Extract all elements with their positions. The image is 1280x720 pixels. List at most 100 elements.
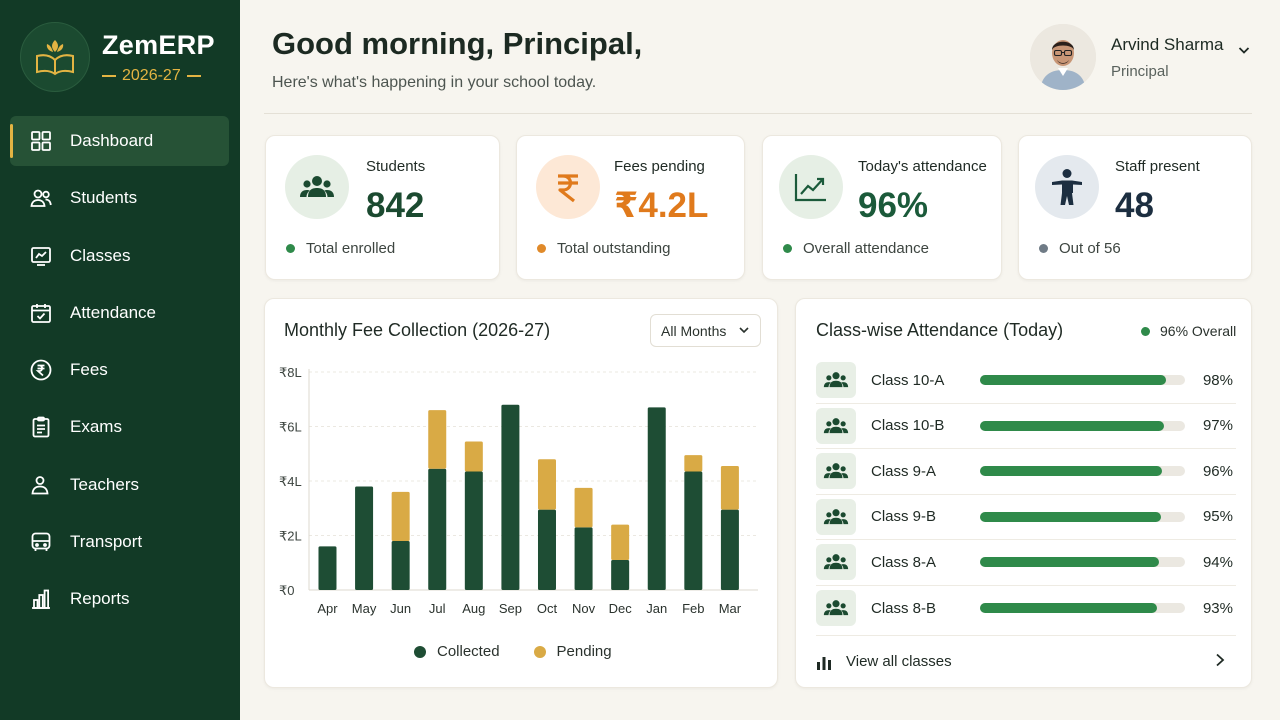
month-filter-select[interactable]: All Months — [650, 314, 761, 347]
y-tick-label: ₹2L — [279, 529, 302, 544]
attendance-percent: 98% — [1202, 371, 1233, 389]
bar-collected — [391, 540, 410, 590]
sidebar-item-label: Attendance — [70, 302, 157, 322]
x-tick-label: Jan — [646, 601, 667, 616]
bar-collected — [501, 404, 520, 590]
attendance-progress-fill — [980, 511, 1161, 522]
stat-note-text: Overall attendance — [803, 240, 929, 257]
attendance-row[interactable]: Class 8-A 94% — [816, 540, 1236, 586]
bar-collected — [464, 471, 483, 590]
class-group-icon — [816, 362, 856, 399]
user-profile-menu[interactable]: Arvind Sharma Principal — [1030, 24, 1251, 90]
sidebar-item-label: Classes — [70, 245, 131, 265]
brand: ZemERP 2026-27 — [20, 22, 215, 92]
bar-chart-icon — [816, 654, 832, 670]
bar-pending — [611, 524, 630, 561]
bar-collected — [318, 546, 337, 590]
sidebar-item-dashboard[interactable]: Dashboard — [10, 116, 229, 166]
chart-legend: Collected Pending — [414, 643, 612, 660]
overall-attendance-text: 96% Overall — [1160, 323, 1237, 339]
class-group-icon — [816, 544, 856, 581]
x-tick-label: Oct — [537, 601, 558, 616]
sidebar-item-reports[interactable]: Reports — [10, 574, 229, 624]
sidebar-item-students[interactable]: Students — [10, 173, 229, 223]
attendance-row[interactable]: Class 9-B 95% — [816, 495, 1236, 540]
sidebar-item-label: Reports — [70, 589, 130, 609]
x-tick-label: Dec — [609, 601, 633, 616]
month-filter-value: All Months — [661, 322, 727, 339]
x-tick-label: Nov — [572, 601, 596, 616]
classes-icon — [28, 243, 54, 269]
x-tick-label: Feb — [682, 601, 704, 616]
bar-pending — [684, 455, 703, 472]
profile-role: Principal — [1111, 62, 1169, 80]
attendance-row[interactable]: Class 9-A 96% — [816, 449, 1236, 495]
x-tick-label: Jul — [429, 601, 446, 616]
legend-label: Pending — [556, 643, 612, 660]
teachers-icon — [28, 472, 54, 498]
sidebar-item-label: Exams — [70, 417, 122, 437]
school-logo — [20, 22, 90, 92]
stat-value: 96% — [858, 186, 929, 225]
bar-collected — [647, 407, 666, 590]
bar-collected — [611, 560, 630, 590]
attendance-progress-bar — [980, 375, 1185, 386]
sidebar-item-label: Fees — [70, 360, 108, 380]
stat-note-text: Out of 56 — [1059, 240, 1121, 257]
fee-collection-panel: Monthly Fee Collection (2026-27) All Mon… — [264, 298, 778, 688]
academic-year: 2026-27 — [102, 67, 215, 85]
bar-pending — [464, 441, 483, 472]
sidebar-item-teachers[interactable]: Teachers — [10, 460, 229, 510]
view-all-classes-link[interactable]: View all classes — [816, 635, 1236, 687]
bar-collected — [574, 527, 593, 590]
y-tick-label: ₹8L — [279, 365, 302, 380]
sidebar-item-classes[interactable]: Classes — [10, 231, 229, 281]
sidebar-item-transport[interactable]: Transport — [10, 517, 229, 567]
class-attendance-panel: Class-wise Attendance (Today) 96% Overal… — [795, 298, 1252, 688]
sidebar-item-label: Students — [70, 188, 138, 208]
sidebar-item-exams[interactable]: Exams — [10, 402, 229, 452]
rupee-icon — [536, 155, 600, 219]
attendance-progress-fill — [980, 603, 1157, 614]
sidebar-nav: Dashboard Students Classes Attendance Fe… — [10, 116, 229, 632]
rupee-icon — [28, 357, 54, 383]
bar-chart-icon — [28, 586, 54, 612]
sidebar-item-fees[interactable]: Fees — [10, 345, 229, 395]
stat-value: 842 — [366, 186, 425, 225]
page-subtitle: Here's what's happening in your school t… — [272, 74, 597, 91]
bar-pending — [574, 487, 593, 528]
attendance-row[interactable]: Class 10-A 98% — [816, 358, 1236, 404]
class-name: Class 10-B — [871, 417, 945, 435]
page-title: Good morning, Principal, — [272, 26, 643, 61]
staff-icon — [1035, 155, 1099, 219]
chevron-right-icon — [1214, 653, 1226, 671]
fee-collection-chart: ₹0 ₹2L ₹4L ₹6L ₹8L Apr May Jun Jul Aug Sep Oct Nov De… — [279, 365, 758, 616]
x-tick-label: Mar — [719, 601, 742, 616]
attendance-progress-fill — [980, 375, 1167, 386]
legend-item-collected: Collected — [414, 643, 500, 660]
attendance-progress-fill — [980, 420, 1165, 431]
attendance-row[interactable]: Class 8-B 93% — [816, 586, 1236, 632]
class-name: Class 9-B — [871, 508, 937, 526]
students-icon — [28, 185, 54, 211]
trend-up-icon — [779, 155, 843, 219]
attendance-progress-bar — [980, 557, 1185, 568]
bar-collected — [355, 486, 374, 590]
attendance-progress-fill — [980, 557, 1159, 568]
students-icon — [285, 155, 349, 219]
sidebar: ZemERP 2026-27 Dashboard Students Classe… — [0, 0, 240, 720]
class-group-icon — [816, 407, 856, 444]
chevron-down-icon[interactable] — [1237, 43, 1251, 62]
sidebar-item-attendance[interactable]: Attendance — [10, 288, 229, 338]
x-tick-label: Jun — [390, 601, 411, 616]
attendance-percent: 93% — [1202, 599, 1233, 617]
bar-pending — [537, 459, 556, 510]
attendance-progress-bar — [980, 420, 1185, 431]
sidebar-item-label: Dashboard — [70, 131, 154, 150]
stat-value: 48 — [1115, 186, 1154, 225]
bus-icon — [28, 529, 54, 555]
bar-pending — [720, 466, 739, 510]
attendance-row[interactable]: Class 10-B 97% — [816, 404, 1236, 449]
stat-card-staff: Staff present 48 Out of 56 — [1018, 135, 1252, 280]
panel-title: Monthly Fee Collection (2026-27) — [284, 320, 551, 340]
